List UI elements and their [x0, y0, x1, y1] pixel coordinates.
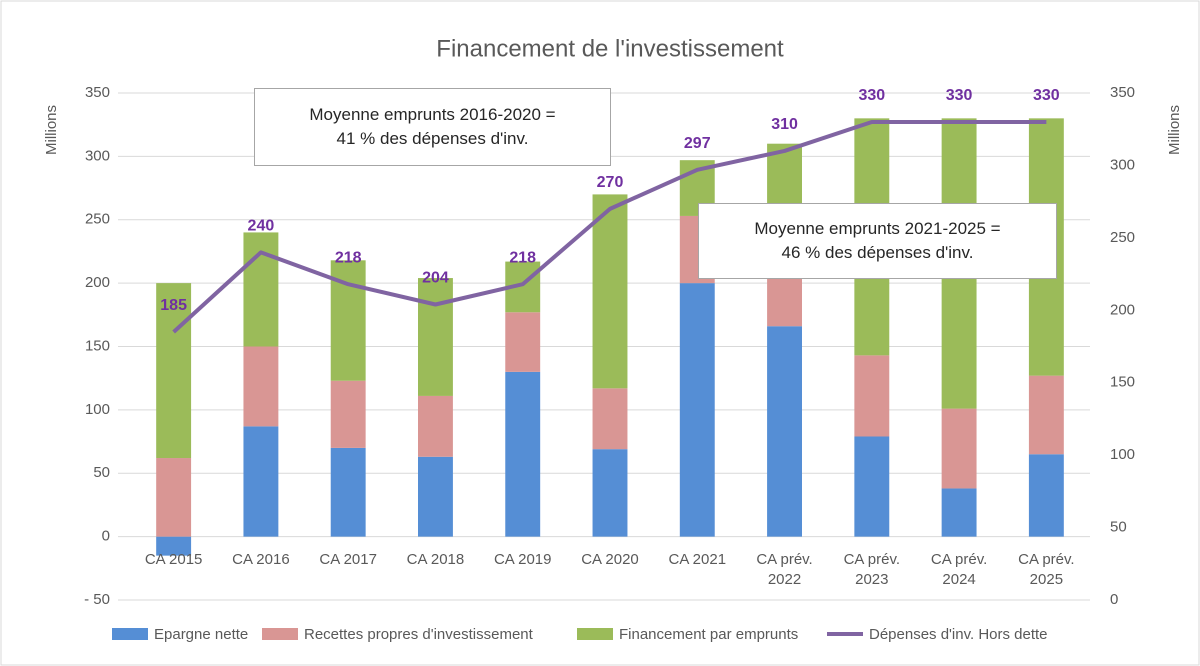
bar-segment — [592, 388, 628, 450]
y2-tick-label: 150 — [1110, 374, 1135, 391]
data-label: 270 — [597, 174, 624, 191]
y2-tick-label: 0 — [1110, 591, 1118, 608]
bar-segment — [941, 408, 977, 489]
y-tick-label: 300 — [85, 147, 110, 164]
legend-label: Dépenses d'inv. Hors dette — [869, 626, 1048, 643]
bar-segment — [418, 456, 453, 537]
data-label: 218 — [509, 249, 536, 266]
x-tick-label: CA 2017 — [319, 551, 377, 568]
y-tick-label: 100 — [85, 401, 110, 418]
y-tick-label: - 50 — [84, 591, 110, 608]
data-label: 297 — [684, 135, 711, 152]
y-tick-label: 250 — [85, 211, 110, 228]
bar-segment — [243, 426, 279, 537]
bar-segment — [330, 380, 366, 448]
y-tick-label: 50 — [93, 464, 110, 481]
x-tick-label: CA prév. 2025 — [1018, 551, 1075, 588]
bar-segment — [243, 346, 279, 427]
y-axis-label: Millions — [43, 105, 60, 155]
bar-segment — [679, 283, 715, 537]
y-tick-label: 200 — [85, 274, 110, 291]
bar-segment — [1028, 454, 1064, 537]
x-tick-label: CA 2020 — [581, 551, 639, 568]
y2-tick-label: 300 — [1110, 156, 1135, 173]
bar-segment — [156, 458, 192, 537]
y2-tick-label: 350 — [1110, 84, 1135, 101]
x-tick-label: CA 2015 — [144, 551, 203, 568]
y-tick-label: 0 — [102, 528, 110, 545]
legend-swatch — [112, 628, 148, 640]
legend-label: Financement par emprunts — [619, 626, 798, 643]
x-tick-label: CA prév. 2024 — [930, 551, 988, 588]
legend-label: Epargne nette — [154, 626, 248, 643]
x-tick-label: CA 2021 — [668, 551, 727, 568]
y-tick-label: 150 — [85, 337, 110, 354]
x-tick-label: CA 2018 — [406, 551, 465, 568]
chart-title: Financement de l'investissement — [436, 35, 784, 62]
data-label: 204 — [422, 270, 449, 287]
data-label: 330 — [946, 87, 973, 104]
bar-segment — [505, 312, 541, 372]
data-label: 218 — [335, 249, 362, 266]
bar-segment — [592, 449, 628, 537]
y2-tick-label: 100 — [1110, 446, 1135, 463]
legend-swatch — [262, 628, 298, 640]
legend-label: Recettes propres d'investissement — [304, 626, 534, 643]
bar-segment — [1028, 375, 1064, 455]
y-tick-label: 350 — [85, 84, 110, 101]
bar-segment — [156, 283, 192, 459]
annotation: Moyenne emprunts 2021-2025 = 46 % des dé… — [698, 203, 1057, 279]
bar-segment — [592, 194, 628, 389]
data-label: 330 — [1033, 87, 1060, 104]
y2-tick-label: 200 — [1110, 301, 1135, 318]
data-label: 330 — [858, 87, 885, 104]
x-tick-label: CA 2016 — [232, 551, 290, 568]
data-label: 240 — [248, 218, 275, 235]
y2-tick-label: 250 — [1110, 229, 1135, 246]
bar-segment — [854, 436, 890, 537]
bar-segment — [767, 326, 802, 537]
x-tick-label: CA prév. 2023 — [843, 551, 901, 588]
y2-tick-label: 50 — [1110, 519, 1127, 536]
y2-axis-label: Millions — [1166, 105, 1183, 155]
x-tick-label: CA prév. 2022 — [756, 551, 813, 588]
legend-swatch — [577, 628, 613, 640]
bar-segment — [330, 447, 366, 537]
data-label: 310 — [771, 116, 798, 133]
data-label: 185 — [160, 297, 187, 314]
bar-segment — [505, 371, 541, 537]
bar-segment — [418, 395, 453, 457]
x-tick-label: CA 2019 — [493, 551, 552, 568]
bar-segment — [941, 488, 977, 537]
annotation: Moyenne emprunts 2016-2020 = 41 % des dé… — [254, 88, 611, 166]
line-series — [172, 119, 1047, 334]
bar-segment — [156, 536, 192, 556]
bar-segment — [854, 355, 890, 437]
bar-segment — [243, 232, 279, 347]
bar-segment — [418, 278, 453, 396]
